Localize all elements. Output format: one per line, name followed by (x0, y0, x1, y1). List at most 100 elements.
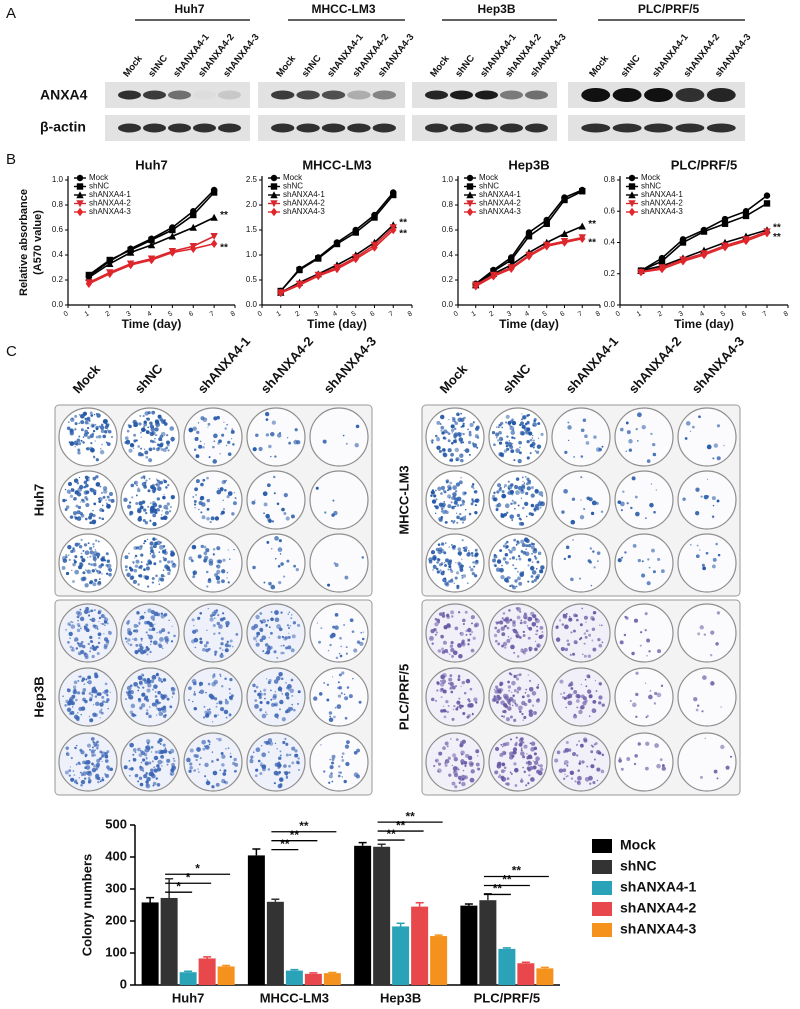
y-tick-label: 0.6 (442, 225, 454, 234)
colony (159, 541, 163, 544)
colony (435, 498, 438, 501)
colony (139, 765, 143, 769)
colony (361, 556, 364, 559)
colony (232, 443, 235, 446)
colony (197, 554, 202, 559)
colony (133, 480, 138, 485)
colony (589, 547, 593, 550)
colony (532, 614, 537, 619)
colony (214, 516, 220, 521)
colony (646, 714, 649, 717)
data-point (277, 288, 284, 298)
colony (76, 691, 81, 695)
error-bar (396, 922, 405, 927)
colony (166, 565, 170, 570)
colony (504, 484, 508, 487)
data-point (210, 239, 218, 248)
colony (65, 629, 67, 631)
colony (207, 682, 211, 686)
colony (283, 764, 287, 768)
colony (315, 486, 319, 490)
colony (76, 718, 80, 722)
colony (504, 503, 510, 509)
colony (644, 682, 647, 684)
colony (141, 500, 146, 504)
colony (264, 697, 266, 700)
colony (266, 700, 270, 705)
colony (155, 434, 158, 436)
colony (154, 441, 157, 443)
colony (150, 751, 153, 753)
colony (589, 782, 592, 785)
legend-marker (628, 174, 636, 182)
colony (90, 572, 92, 574)
colony (65, 505, 70, 509)
colony (463, 449, 466, 452)
error-bar (415, 902, 424, 907)
colony (502, 557, 507, 561)
colony (144, 620, 148, 625)
colony (133, 421, 136, 424)
colony (94, 768, 98, 771)
colony (204, 710, 208, 714)
colony (169, 426, 175, 431)
colony (506, 638, 511, 643)
well (677, 603, 737, 663)
colony (145, 511, 148, 515)
colony (702, 675, 707, 680)
colony (76, 615, 80, 619)
colony (231, 645, 234, 648)
colony (170, 640, 174, 643)
x-tick-label: 2 (657, 310, 664, 318)
error-bar (271, 898, 280, 902)
colony (500, 743, 503, 746)
colony (149, 768, 154, 773)
colony (80, 513, 85, 518)
colony (434, 434, 438, 438)
colony (263, 688, 267, 692)
colony (255, 747, 261, 753)
colony (135, 559, 140, 564)
colony (68, 623, 71, 626)
well (551, 603, 611, 663)
colony (83, 490, 89, 495)
colony (151, 511, 154, 514)
colony (126, 685, 132, 691)
colony (226, 577, 228, 579)
colony (211, 751, 214, 753)
colony (196, 437, 199, 439)
colony (101, 711, 104, 715)
colony (462, 441, 465, 444)
colony (127, 638, 131, 642)
colony (143, 649, 148, 653)
blot-band (143, 123, 166, 133)
colony (318, 692, 323, 696)
colony (509, 696, 514, 702)
colony (693, 696, 698, 702)
colony (477, 755, 479, 757)
colony (591, 639, 594, 642)
colony (94, 440, 96, 442)
colony (91, 617, 96, 623)
colony (344, 744, 350, 749)
colony (105, 552, 109, 556)
colony (575, 743, 579, 746)
cell-line-header: Huh7 (175, 2, 205, 16)
colony (124, 441, 128, 444)
colony (515, 490, 520, 495)
x-tick-label: 2 (488, 310, 495, 318)
colony (276, 433, 282, 438)
colony (71, 646, 74, 650)
colony (90, 442, 93, 445)
x-axis-label: Time (day) (499, 317, 559, 331)
colony (100, 756, 103, 759)
colony (715, 642, 719, 646)
colony (521, 433, 524, 436)
colony (143, 508, 147, 512)
significance: ** (220, 242, 228, 253)
colony (168, 619, 170, 622)
colony (143, 611, 146, 614)
colony (82, 688, 87, 692)
colony (91, 762, 94, 766)
colony (75, 504, 79, 508)
